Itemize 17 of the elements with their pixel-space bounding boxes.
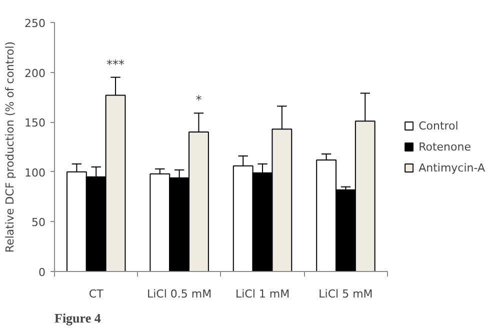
- legend-label: Rotenone: [418, 140, 471, 153]
- y-tick-label: 0: [38, 266, 46, 279]
- data-label: ***: [106, 57, 125, 72]
- y-tick-label: 150: [24, 116, 46, 130]
- y-tick-label: 50: [32, 216, 46, 230]
- y-tick-label: 200: [24, 66, 46, 80]
- y-tick-label: 250: [24, 17, 46, 30]
- x-tick-label: LiCl 0.5 mM: [147, 288, 212, 300]
- legend-label: Antimycin-A: [418, 161, 485, 174]
- y-axis-title: Relative DCF production (% of control): [4, 41, 17, 253]
- caption: Figure 4: [54, 310, 102, 326]
- data-label: *: [196, 93, 202, 108]
- x-tick-label: LiCl 1 mM: [235, 288, 290, 300]
- y-tick-label: 100: [24, 166, 46, 180]
- legend-label: Control: [418, 119, 458, 132]
- x-tick-label: LiCl 5 mM: [318, 288, 373, 300]
- x-tick-label: CT: [88, 288, 104, 300]
